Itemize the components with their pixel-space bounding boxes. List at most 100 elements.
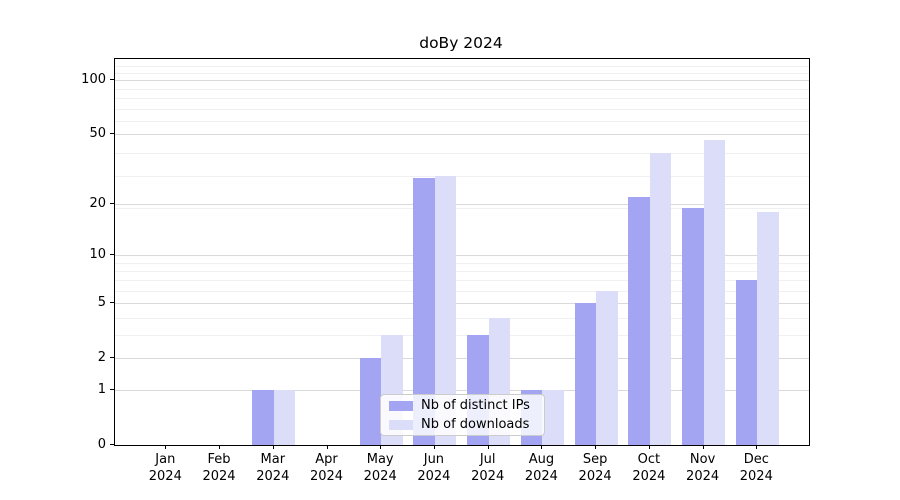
plot-area: Nb of distinct IPs Nb of downloads: [114, 58, 810, 446]
gridline-minor: [115, 152, 809, 154]
bar-distinct-ips-sep: [574, 303, 597, 445]
gridline-major: [115, 255, 809, 257]
x-tick-label: Jan 2024: [135, 451, 195, 485]
gridline-major: [115, 133, 809, 135]
x-tick-label: Mar 2024: [243, 451, 303, 485]
bar-downloads-aug: [542, 390, 564, 445]
legend: Nb of distinct IPs Nb of downloads: [380, 394, 545, 436]
y-tick-mark: [110, 444, 114, 445]
x-tick-mark: [326, 445, 328, 449]
gridline-minor: [115, 317, 809, 319]
gridline-minor: [115, 271, 809, 272]
bar-distinct-ips-oct: [628, 196, 650, 445]
x-tick-month: Nov: [689, 452, 716, 467]
gridline-minor: [115, 120, 809, 122]
bar-distinct-ips-nov: [682, 207, 704, 445]
x-tick-mark: [380, 445, 382, 449]
x-tick-label: May 2024: [350, 451, 410, 485]
legend-item-downloads: Nb of downloads: [389, 417, 544, 432]
x-tick-mark: [165, 445, 167, 449]
legend-swatch-distinct-ips: [389, 400, 413, 411]
x-tick-mark: [595, 445, 597, 449]
y-tick-label: 5: [97, 295, 106, 311]
x-tick-label: Dec 2024: [726, 451, 786, 485]
x-tick-month: Aug: [528, 452, 555, 467]
x-tick-year: 2024: [632, 469, 666, 484]
gridline-major: [115, 303, 809, 305]
bar-distinct-ips-may: [359, 358, 382, 445]
x-tick-month: Oct: [637, 452, 661, 467]
bar-downloads-jun: [434, 175, 457, 445]
x-tick-year: 2024: [524, 469, 558, 484]
x-tick-label: Feb 2024: [189, 451, 249, 485]
gridline-minor: [115, 175, 809, 177]
gridline-minor: [115, 335, 809, 337]
x-tick-month: Sep: [582, 452, 608, 467]
x-tick-mark: [541, 445, 543, 449]
y-tick-mark: [110, 132, 114, 134]
gridline-minor: [115, 280, 809, 282]
x-tick-year: 2024: [417, 469, 451, 484]
bar-distinct-ips-jun: [413, 178, 435, 445]
y-tick-mark: [110, 254, 114, 256]
x-tick-month: Feb: [207, 452, 231, 467]
y-tick-mark: [110, 302, 114, 304]
x-tick-year: 2024: [148, 469, 182, 484]
y-tick-mark: [110, 357, 114, 358]
y-tick-label: 100: [81, 71, 106, 87]
chart-title: doBy 2024: [419, 34, 503, 52]
bar-downloads-dec: [757, 211, 779, 445]
gridline-major: [115, 203, 809, 205]
x-tick-year: 2024: [309, 469, 344, 484]
y-tick-label: 1: [97, 382, 106, 398]
bar-distinct-ips-mar: [252, 390, 274, 445]
x-tick-label: Apr 2024: [297, 451, 357, 485]
x-tick-mark: [219, 445, 220, 449]
x-tick-month: Jul: [479, 452, 496, 467]
x-tick-month: Jan: [155, 452, 176, 467]
gridline-major: [115, 358, 809, 359]
y-tick-mark: [110, 389, 114, 391]
x-tick-mark: [433, 445, 435, 449]
gridline-major: [115, 79, 809, 81]
y-tick-mark: [110, 78, 114, 80]
x-tick-month: Apr: [315, 452, 338, 467]
legend-swatch-downloads: [389, 419, 413, 430]
x-tick-year: 2024: [578, 469, 612, 484]
x-tick-label: Aug 2024: [511, 451, 571, 485]
legend-label-downloads: Nb of downloads: [421, 417, 530, 432]
y-tick-label: 50: [89, 125, 106, 141]
x-tick-mark: [487, 445, 489, 449]
x-tick-label: Sep 2024: [565, 451, 625, 485]
gridline-minor: [115, 98, 809, 99]
x-tick-mark: [272, 445, 274, 449]
gridline-minor: [115, 72, 809, 74]
x-tick-mark: [648, 445, 650, 449]
x-tick-month: Dec: [743, 452, 769, 467]
x-tick-label: Jul 2024: [458, 451, 518, 485]
x-tick-month: Mar: [260, 452, 286, 467]
x-tick-year: 2024: [363, 469, 397, 484]
x-tick-mark: [756, 445, 758, 449]
x-tick-month: May: [366, 452, 394, 467]
legend-item-distinct-ips: Nb of distinct IPs: [389, 398, 544, 413]
y-tick-label: 2: [97, 350, 106, 365]
bar-downloads-oct: [649, 152, 672, 445]
x-tick-year: 2024: [739, 469, 773, 484]
bar-distinct-ips-dec: [735, 280, 758, 445]
x-tick-year: 2024: [202, 469, 236, 484]
x-tick-label: Jun 2024: [404, 451, 464, 485]
y-tick-label: 20: [89, 195, 106, 211]
legend-label-distinct-ips: Nb of distinct IPs: [421, 398, 530, 413]
x-tick-year: 2024: [471, 469, 505, 484]
gridline-minor: [115, 207, 809, 209]
gridline-minor: [115, 262, 809, 264]
x-tick-label: Oct 2024: [619, 451, 679, 485]
bar-downloads-mar: [273, 390, 296, 445]
x-tick-month: Jun: [423, 452, 445, 467]
gridline-minor: [115, 108, 809, 110]
bar-downloads-nov: [703, 140, 726, 445]
gridline-major: [115, 390, 809, 392]
y-tick-mark: [110, 202, 114, 204]
